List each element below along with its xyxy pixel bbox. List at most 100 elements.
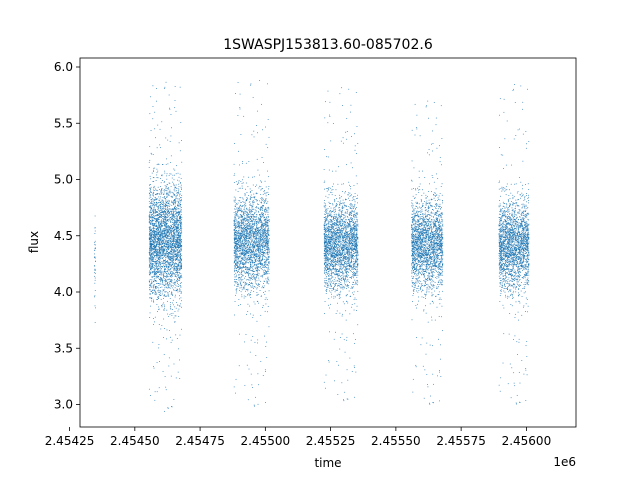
data-point bbox=[154, 197, 156, 199]
data-point bbox=[254, 201, 255, 203]
data-point bbox=[94, 272, 96, 273]
data-point bbox=[248, 234, 250, 236]
data-point bbox=[160, 254, 162, 256]
data-point bbox=[165, 186, 167, 188]
data-point bbox=[247, 234, 249, 236]
data-point bbox=[242, 197, 244, 199]
data-point bbox=[259, 231, 261, 233]
data-point bbox=[163, 253, 165, 255]
data-point bbox=[152, 236, 154, 238]
data-point bbox=[247, 259, 249, 260]
data-point bbox=[166, 187, 168, 189]
data-point bbox=[177, 269, 178, 270]
data-point bbox=[236, 248, 238, 250]
data-point bbox=[161, 250, 163, 252]
data-point bbox=[169, 218, 170, 220]
data-point bbox=[160, 277, 162, 279]
data-point bbox=[154, 276, 156, 278]
data-point bbox=[165, 163, 167, 165]
data-point bbox=[148, 215, 150, 216]
data-point bbox=[152, 216, 154, 218]
data-point bbox=[238, 182, 240, 184]
data-point bbox=[170, 306, 171, 307]
data-point bbox=[179, 249, 181, 251]
data-point bbox=[242, 275, 244, 276]
data-point bbox=[157, 225, 159, 227]
data-point bbox=[179, 211, 180, 213]
data-point bbox=[177, 250, 179, 251]
data-point bbox=[180, 246, 181, 248]
data-point bbox=[241, 258, 243, 259]
data-point bbox=[240, 226, 242, 228]
data-point bbox=[155, 270, 157, 272]
data-point bbox=[161, 233, 162, 234]
data-point bbox=[256, 263, 258, 265]
data-point bbox=[256, 215, 258, 217]
data-point bbox=[243, 262, 245, 264]
data-point bbox=[240, 261, 242, 263]
data-point bbox=[163, 240, 165, 242]
data-point bbox=[239, 206, 241, 207]
data-point bbox=[159, 259, 160, 261]
data-point bbox=[156, 250, 158, 251]
data-point bbox=[264, 223, 266, 224]
data-point bbox=[246, 235, 248, 237]
data-point bbox=[252, 232, 254, 234]
data-point bbox=[251, 197, 253, 198]
data-point bbox=[158, 202, 160, 204]
data-point bbox=[264, 310, 266, 312]
data-point bbox=[168, 225, 169, 226]
data-point bbox=[164, 216, 166, 218]
data-point bbox=[237, 272, 238, 273]
data-point bbox=[249, 216, 251, 217]
data-point bbox=[170, 247, 172, 249]
data-point bbox=[253, 265, 255, 267]
data-point bbox=[157, 269, 158, 271]
data-point bbox=[179, 265, 181, 267]
data-point bbox=[254, 220, 256, 222]
data-point bbox=[155, 259, 157, 261]
data-point bbox=[156, 220, 158, 221]
data-point bbox=[94, 279, 96, 281]
data-point bbox=[150, 213, 152, 215]
data-point bbox=[170, 307, 171, 309]
data-point bbox=[159, 242, 161, 244]
data-point bbox=[176, 227, 178, 229]
data-point bbox=[176, 219, 178, 221]
data-point bbox=[153, 217, 154, 219]
data-point bbox=[178, 227, 179, 228]
data-point bbox=[250, 277, 251, 279]
data-point bbox=[149, 194, 151, 196]
data-point bbox=[162, 253, 164, 254]
data-point bbox=[163, 213, 165, 214]
data-point bbox=[178, 227, 179, 229]
data-point bbox=[175, 265, 176, 267]
data-point bbox=[157, 218, 159, 220]
data-point bbox=[179, 253, 181, 255]
data-point bbox=[266, 242, 268, 244]
data-point bbox=[151, 217, 152, 219]
data-point bbox=[181, 228, 183, 230]
data-point bbox=[160, 210, 162, 212]
data-point bbox=[267, 170, 268, 172]
data-point bbox=[156, 271, 158, 273]
data-point bbox=[171, 258, 173, 260]
data-point bbox=[250, 291, 252, 293]
data-point bbox=[247, 279, 249, 280]
data-point bbox=[169, 192, 171, 194]
data-point bbox=[168, 278, 170, 280]
data-point bbox=[238, 274, 240, 275]
data-point bbox=[161, 247, 163, 249]
data-point bbox=[175, 271, 176, 273]
data-point bbox=[174, 315, 176, 317]
data-point bbox=[173, 168, 175, 170]
data-point bbox=[157, 193, 159, 195]
data-point bbox=[158, 214, 160, 215]
data-point bbox=[266, 264, 268, 265]
data-point bbox=[151, 237, 152, 239]
data-point bbox=[149, 236, 151, 238]
data-point bbox=[178, 286, 179, 287]
data-point bbox=[250, 294, 251, 295]
data-point bbox=[177, 179, 178, 181]
data-point bbox=[154, 235, 156, 237]
